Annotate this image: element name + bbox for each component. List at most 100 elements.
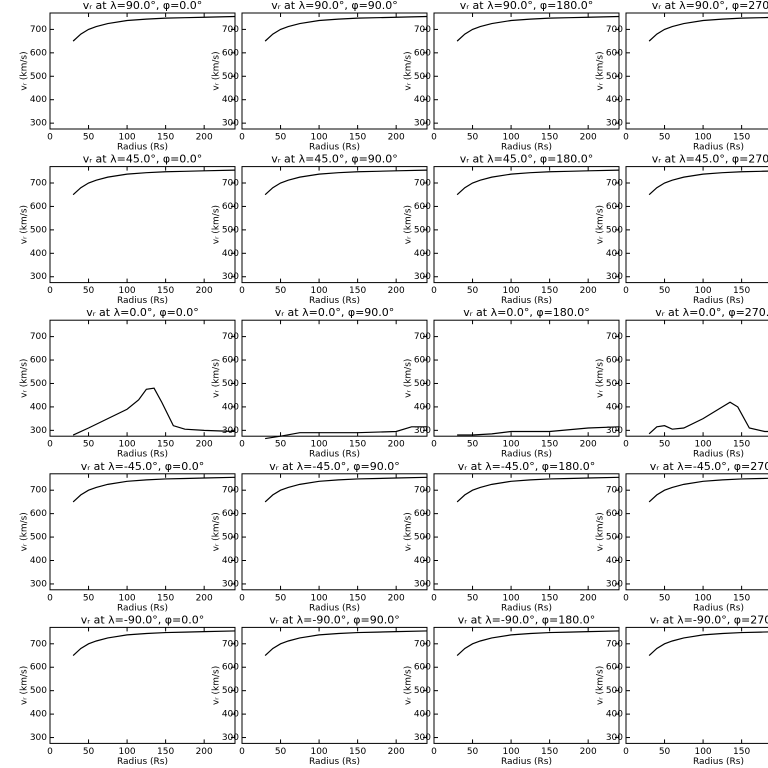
panel-title: vᵣ at λ=-45.0°, φ=180.0° xyxy=(458,460,596,473)
panel: vᵣ at λ=0.0°, φ=270.0°050100150200300400… xyxy=(596,306,768,460)
y-tick-label: 300 xyxy=(606,272,623,282)
x-tick-label: 150 xyxy=(541,440,558,450)
panel-title: vᵣ at λ=-90.0°, φ=90.0° xyxy=(269,613,400,626)
x-tick-label: 50 xyxy=(467,286,479,296)
y-tick-label: 400 xyxy=(222,249,239,259)
x-axis-label: Radius (Rs) xyxy=(693,603,744,613)
x-tick-label: 200 xyxy=(388,133,405,143)
x-tick-label: 0 xyxy=(239,593,245,603)
panel: vᵣ at λ=0.0°, φ=0.0° 0 50 100 150 200 300 400 50… xyxy=(20,306,236,460)
y-tick-label: 700 xyxy=(414,25,431,35)
x-tick-label: 0 xyxy=(623,286,629,296)
x-tick-label: 150 xyxy=(349,133,366,143)
x-tick-label: 0 xyxy=(47,286,53,296)
panel-title: vᵣ at λ=-45.0°, φ=0.0° xyxy=(81,460,205,473)
y-tick-label: 300 xyxy=(222,426,239,436)
y-tick-label: 600 xyxy=(414,509,431,519)
y-tick-label: 400 xyxy=(606,402,623,412)
y-tick-label: 300 xyxy=(606,733,623,743)
x-tick-label: 150 xyxy=(733,440,750,450)
panel-title: vᵣ at λ=-90.0°, φ=0.0° xyxy=(81,613,205,626)
data-line xyxy=(456,169,620,196)
y-tick-label: 500 xyxy=(414,379,431,389)
y-tick-label: 700 xyxy=(30,332,47,342)
y-tick-label: 400 xyxy=(606,710,623,720)
y-tick-label: 700 xyxy=(606,332,623,342)
y-tick-label: 500 xyxy=(222,533,239,543)
panel: vᵣ at λ=-45.0°, φ=180.0° 0 50 100 150 200 300 4… xyxy=(404,460,620,613)
y-tick-label: 600 xyxy=(30,356,47,366)
x-tick-label: 0 xyxy=(431,286,437,296)
y-tick-label: 700 xyxy=(606,639,623,649)
x-tick-label: 150 xyxy=(349,440,366,450)
x-tick-label: 150 xyxy=(349,286,366,296)
y-tick-label: 600 xyxy=(222,509,239,519)
x-axis-label: Radius (Rs) xyxy=(693,450,744,460)
x-axis-label: Radius (Rs) xyxy=(501,143,552,153)
y-tick-label: 500 xyxy=(30,686,47,696)
y-tick-label: 700 xyxy=(222,332,239,342)
x-tick-label: 0 xyxy=(431,440,437,450)
y-tick-label: 400 xyxy=(222,556,239,566)
plot-frame xyxy=(625,473,768,591)
y-tick-label: 700 xyxy=(222,639,239,649)
x-axis-label: Radius (Rs) xyxy=(501,450,552,460)
y-tick-label: 700 xyxy=(30,486,47,496)
x-tick-label: 150 xyxy=(541,593,558,603)
plot-frame xyxy=(49,319,236,437)
y-tick-label: 400 xyxy=(414,402,431,412)
x-tick-label: 100 xyxy=(502,440,519,450)
x-tick-label: 100 xyxy=(502,133,519,143)
x-axis-label: Radius (Rs) xyxy=(693,296,744,306)
x-axis-label: Radius (Rs) xyxy=(693,757,744,767)
panel: vᵣ at λ=90.0°, φ=90.0° 0 50 100 150 200 300 400… xyxy=(212,0,428,153)
y-tick-label: 600 xyxy=(414,663,431,673)
x-tick-label: 100 xyxy=(310,440,327,450)
y-tick-label: 300 xyxy=(222,272,239,282)
y-tick-label: 600 xyxy=(30,48,47,58)
x-tick-label: 150 xyxy=(157,133,174,143)
x-axis-label: Radius (Rs) xyxy=(309,603,360,613)
x-tick-label: 100 xyxy=(694,286,711,296)
x-tick-label: 0 xyxy=(623,440,629,450)
x-tick-label: 150 xyxy=(733,286,750,296)
x-tick-label: 50 xyxy=(659,133,671,143)
x-tick-label: 0 xyxy=(47,440,53,450)
panel: vᵣ at λ=45.0°, φ=90.0° 0 50 100 150 200 300 400… xyxy=(212,153,428,306)
x-tick-label: 100 xyxy=(118,593,135,603)
panel-title: vᵣ at λ=-90.0°, φ=270.0° xyxy=(650,613,768,626)
data-line xyxy=(456,476,620,503)
y-axis-label: vᵣ (km/s) xyxy=(20,666,30,705)
x-tick-label: 100 xyxy=(310,133,327,143)
y-axis-label: vᵣ (km/s) xyxy=(404,359,414,398)
plot-frame xyxy=(433,319,620,437)
y-axis-label: vᵣ (km/s) xyxy=(596,51,606,90)
panel: vᵣ at λ=0.0°, φ=180.0° 0 50 100 150 200 300 400… xyxy=(404,306,620,460)
y-tick-label: 400 xyxy=(222,710,239,720)
x-tick-label: 100 xyxy=(502,286,519,296)
panel-title: vᵣ at λ=90.0°, φ=270.0° xyxy=(652,0,768,12)
data-line xyxy=(72,476,236,503)
y-axis-label: vᵣ (km/s) xyxy=(404,666,414,705)
y-axis-label: vᵣ (km/s) xyxy=(212,205,222,244)
y-tick-label: 300 xyxy=(30,426,47,436)
x-tick-label: 200 xyxy=(388,593,405,603)
x-tick-label: 100 xyxy=(310,747,327,757)
panel-title: vᵣ at λ=45.0°, φ=0.0° xyxy=(83,153,203,166)
y-tick-label: 400 xyxy=(606,249,623,259)
y-tick-label: 600 xyxy=(606,48,623,58)
panel: vᵣ at λ=90.0°, φ=0.0° 0 50 100 150 200 300 400 5… xyxy=(20,0,236,153)
panel: vᵣ at λ=90.0°, φ=180.0° 0 50 100 150 200 300 40… xyxy=(404,0,620,153)
x-tick-label: 150 xyxy=(541,133,558,143)
y-tick-label: 400 xyxy=(414,710,431,720)
panel-title: vᵣ at λ=0.0°, φ=0.0° xyxy=(86,306,199,319)
x-axis-label: Radius (Rs) xyxy=(693,143,744,153)
y-tick-label: 600 xyxy=(30,509,47,519)
x-tick-label: 50 xyxy=(83,747,95,757)
y-tick-label: 600 xyxy=(606,663,623,673)
data-line xyxy=(264,169,428,196)
y-tick-label: 500 xyxy=(222,686,239,696)
x-tick-label: 0 xyxy=(239,286,245,296)
y-tick-label: 600 xyxy=(222,202,239,212)
